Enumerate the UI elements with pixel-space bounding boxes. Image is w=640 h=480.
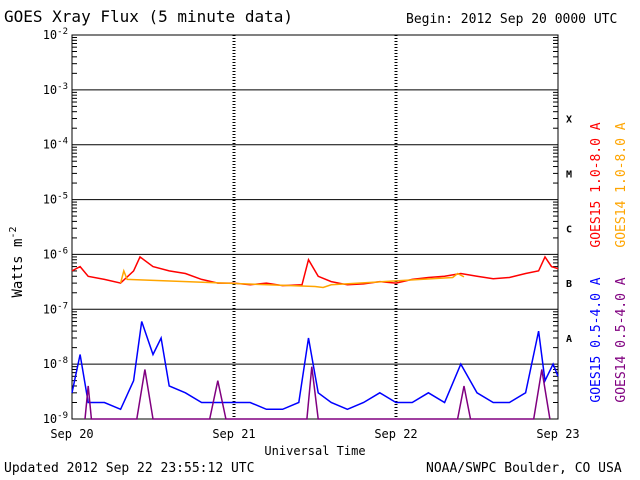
y-tick-label: 10-3 [43, 82, 68, 97]
legend-entry: GOES15 1.0-8.0 A [589, 122, 604, 247]
credit-label: NOAA/SWPC Boulder, CO USA [426, 461, 622, 476]
flare-class-label: B [566, 279, 572, 290]
chart-title: GOES Xray Flux (5 minute data) [4, 7, 293, 26]
updated-timestamp: Updated 2012 Sep 22 23:55:12 UTC [4, 461, 255, 476]
y-tick-label: 10-9 [43, 411, 68, 426]
series-line-2 [71, 321, 559, 411]
flare-class-label: C [566, 224, 572, 235]
flare-class-label: X [566, 115, 572, 126]
series-line-1 [119, 268, 465, 289]
y-tick-label: 10-6 [43, 246, 68, 261]
y-tick-label: 10-7 [43, 301, 68, 316]
legend-entry: GOES14 0.5-4.0 A [614, 277, 629, 402]
x-tick-label: Sep 21 [212, 427, 255, 441]
y-tick-label: 10-5 [43, 192, 68, 207]
legend-entry: GOES15 0.5-4.0 A [589, 277, 604, 402]
plot-frame [71, 34, 559, 420]
y-axis-label: Watts m-2 [8, 226, 26, 297]
series-line-3 [84, 366, 551, 420]
begin-time: Begin: 2012 Sep 20 0000 UTC [406, 12, 618, 27]
series-line-0 [71, 255, 559, 287]
flare-class-label: M [566, 169, 572, 180]
legend-entry: GOES14 1.0-8.0 A [614, 122, 629, 247]
x-tick-label: Sep 20 [50, 427, 93, 441]
flare-class-label: A [566, 334, 572, 345]
y-tick-label: 10-2 [43, 27, 68, 42]
y-tick-label: 10-8 [43, 356, 68, 371]
x-tick-label: Sep 23 [536, 427, 579, 441]
x-tick-label: Sep 22 [374, 427, 417, 441]
y-tick-label: 10-4 [43, 137, 68, 152]
x-axis-label: Universal Time [264, 444, 365, 458]
